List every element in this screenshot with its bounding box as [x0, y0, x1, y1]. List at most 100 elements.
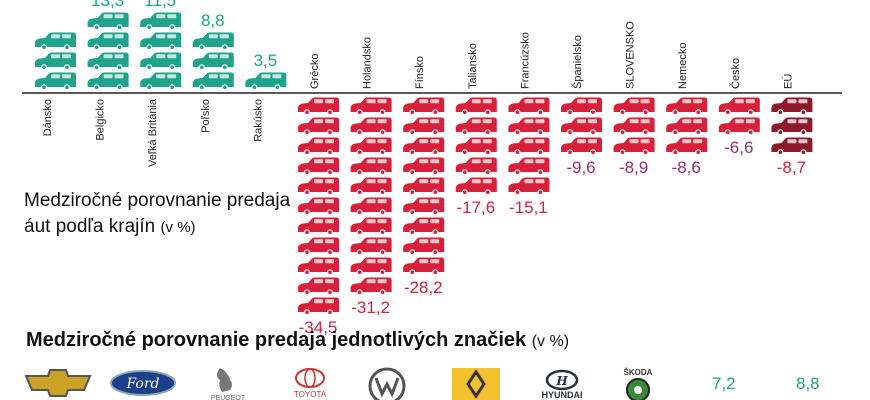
category-label: Česko — [729, 58, 742, 89]
car-icon — [508, 117, 550, 135]
car-icon — [298, 157, 339, 175]
value-label: -8,6 — [672, 158, 701, 177]
value-label: -17,6 — [456, 198, 495, 217]
category-label: Nemecko — [677, 43, 689, 89]
value-label: 3,5 — [254, 51, 278, 70]
car-icon — [35, 52, 76, 70]
car-icon — [561, 97, 602, 115]
car-icon — [403, 177, 445, 195]
category-label: Dánsko — [42, 99, 54, 136]
car-icon — [87, 72, 129, 90]
category-label: Taliansko — [467, 43, 479, 89]
car-icon — [298, 297, 339, 315]
brands-unit: (v %) — [531, 333, 570, 350]
car-icon — [561, 137, 602, 155]
value-label: -15,1 — [509, 198, 548, 217]
category-label: Veľká Británia — [147, 98, 159, 167]
peugeot-logo: PEUGEOT — [200, 366, 256, 400]
svg-text:HYUNDAI: HYUNDAI — [541, 390, 582, 400]
car-icon — [771, 137, 813, 155]
car-icon — [455, 117, 497, 135]
car-icon — [192, 72, 234, 90]
bar-veľká-británia — [140, 12, 182, 90]
car-icon — [350, 217, 392, 235]
car-icon — [455, 157, 497, 175]
value-label: -8,9 — [619, 158, 648, 177]
value-label: -9,6 — [566, 158, 595, 177]
chart-subtitle-block: Medziročné porovnanie predaja áut podľa … — [24, 188, 314, 241]
skoda-logo: ŠKODA — [612, 366, 664, 400]
category-label: Rakúsko — [252, 99, 264, 142]
car-icon — [350, 197, 392, 215]
svg-text:PEUGEOT: PEUGEOT — [211, 395, 246, 400]
volkswagen-logo — [362, 366, 412, 400]
car-icon — [350, 277, 392, 295]
car-icon — [350, 177, 392, 195]
svg-text:ŠKODA: ŠKODA — [624, 368, 653, 377]
value-label: -8,7 — [777, 158, 806, 177]
bar-rakúsko — [245, 72, 287, 90]
brand-value-1: 7,2 — [712, 374, 736, 393]
value-label: 11,5 — [144, 0, 176, 10]
chevrolet-logo — [22, 366, 94, 400]
car-icon — [666, 97, 708, 115]
car-icon — [140, 32, 182, 50]
value-label: -31,2 — [351, 298, 390, 317]
category-label: EÚ — [781, 74, 794, 89]
category-label: Grécko — [309, 54, 321, 89]
car-icon — [192, 52, 234, 70]
car-icon — [35, 72, 76, 90]
car-icon — [245, 72, 287, 90]
hyundai-logo: H HYUNDAI — [530, 366, 594, 400]
car-icon — [403, 217, 445, 235]
bar-eú — [771, 97, 813, 155]
bar-taliansko — [455, 97, 497, 195]
car-icon — [350, 97, 392, 115]
car-icon — [350, 257, 392, 275]
bar-fínsko — [403, 97, 445, 275]
car-icon — [455, 137, 497, 155]
svg-text:H: H — [555, 374, 568, 388]
car-icon — [350, 117, 392, 135]
category-label: Holandsko — [362, 37, 374, 89]
car-icon — [403, 97, 445, 115]
bar-nemecko — [666, 97, 708, 155]
bar-holandsko — [350, 97, 392, 295]
car-icon — [508, 97, 550, 115]
value-label: -34,5 — [299, 318, 338, 337]
car-icon — [561, 117, 602, 135]
bar-dánsko — [35, 32, 76, 90]
car-icon — [350, 237, 392, 255]
bar-slovensko — [613, 97, 655, 155]
category-label: Francúzsko — [519, 32, 531, 89]
car-icon — [613, 97, 655, 115]
bar-španielsko — [561, 97, 602, 155]
car-icon — [87, 52, 129, 70]
car-icon — [613, 137, 655, 155]
brands-title: Medziročné porovnanie predaja jednotlivý… — [26, 329, 527, 351]
car-icon — [666, 137, 708, 155]
chart-unit: (v %) — [160, 219, 196, 236]
car-icon — [771, 117, 813, 135]
category-label: Španielsko — [571, 35, 584, 89]
svg-text:Ford: Ford — [125, 376, 159, 392]
car-icon — [718, 97, 760, 115]
bar-česko — [718, 97, 760, 135]
bar-poľsko — [192, 32, 234, 90]
car-icon — [403, 197, 445, 215]
car-icon — [87, 12, 129, 30]
car-icon — [403, 117, 445, 135]
bar-belgicko — [87, 12, 129, 90]
car-icon — [718, 117, 760, 135]
car-icon — [666, 117, 708, 135]
brand-value-2: 8,8 — [796, 374, 820, 393]
car-icon — [613, 117, 655, 135]
car-icon — [298, 137, 339, 155]
category-label: SLOVENSKO — [625, 21, 637, 89]
car-icon — [403, 257, 445, 275]
car-icon — [140, 12, 182, 30]
category-label: Belgicko — [95, 99, 107, 141]
chart-subtitle: Medziročné porovnanie predaja áut podľa … — [24, 190, 291, 237]
car-icon — [403, 137, 445, 155]
